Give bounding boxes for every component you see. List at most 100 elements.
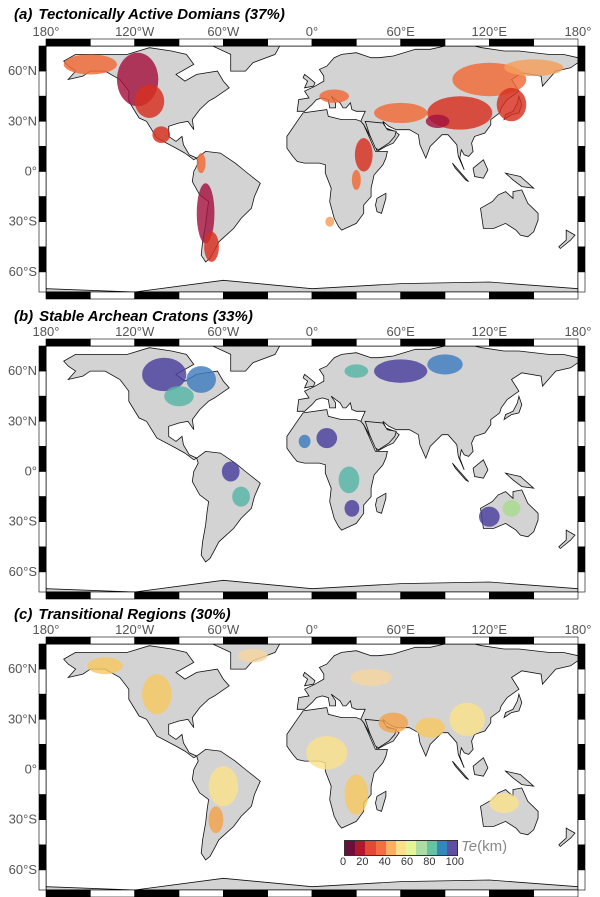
longitude-label: 0° [306, 326, 318, 339]
te-domain-patch [63, 54, 117, 75]
colorbar-swatch [426, 841, 437, 855]
te-domain-patch [164, 386, 194, 407]
border-segment-right [577, 869, 586, 891]
border-segment-bottom [223, 889, 268, 897]
border-segment-top [134, 636, 180, 645]
colorbar-swatch [406, 841, 417, 855]
colorbar-unit: Te(km) [461, 838, 507, 855]
colorbar-swatch [395, 841, 407, 855]
landmass-madagascar [375, 492, 387, 514]
border-segment-top [533, 636, 579, 645]
border-segment-bottom [533, 889, 579, 897]
latitude-label: 30°N [8, 711, 37, 726]
border-segment-right [577, 643, 586, 670]
border-segment-right [577, 196, 586, 223]
longitude-label: 60°W [207, 624, 240, 637]
landmass-new-zealand [558, 229, 576, 250]
panel-a-letter: (a) [14, 6, 33, 23]
landmass-arabia-detail [364, 420, 397, 451]
longitude-label: 180° [33, 26, 60, 39]
border-segment-bottom [45, 889, 91, 897]
latitude-label: 60°N [8, 363, 37, 378]
border-segment-left [38, 819, 47, 846]
border-segment-top [356, 38, 401, 47]
latitude-label: 30°S [9, 812, 38, 827]
te-domain-patch [196, 153, 206, 174]
border-segment-top [90, 38, 135, 47]
panel-c-title: (c) Transitional Regions (30%) [14, 606, 231, 623]
border-segment-top [489, 636, 534, 645]
panel-b-title-text: Stable Archean Cratons (33%) [39, 308, 253, 325]
landmass-antarctica [46, 279, 578, 292]
longitude-label: 120°W [115, 326, 155, 339]
border-segment-right [577, 271, 586, 293]
te-domain-patch [306, 736, 348, 770]
latitude-label: 60°S [9, 862, 38, 877]
te-domain-patch [489, 792, 519, 814]
border-segment-bottom [267, 291, 313, 300]
landmass-greenland [211, 346, 281, 372]
latitude-label: 60°S [9, 264, 38, 279]
latitude-label: 30°S [9, 214, 38, 229]
border-segment-bottom [178, 889, 224, 897]
colorbar-swatch [365, 841, 376, 855]
longitude-label: 120°E [472, 26, 508, 39]
te-colorbar-legend: Te(km) 0 20 40 60 80 100 [340, 838, 514, 870]
panel-a-title-text: Tectonically Active Domians (37%) [38, 6, 285, 23]
border-segment-top [444, 636, 490, 645]
landmass-madagascar [375, 790, 387, 812]
border-segment-top [311, 338, 357, 347]
landmass-eurasia [296, 346, 578, 470]
map-a: 180° 120°W 60°W 0° 60°E 120°E 180° 60°N 30°N 0° 30… [8, 26, 591, 300]
te-domain-patch [325, 216, 335, 227]
longitude-label: 180° [33, 326, 60, 339]
border-segment-bottom [311, 889, 357, 897]
border-segment-right [577, 171, 586, 197]
border-segment-bottom [134, 889, 180, 897]
border-segment-right [577, 719, 586, 745]
border-segment-top [311, 636, 357, 645]
landmass-japan [503, 394, 523, 421]
te-domain-patch [374, 359, 428, 383]
border-segment-top [489, 338, 534, 347]
te-domain-patch [354, 138, 373, 172]
longitude-label: 0° [306, 26, 318, 39]
border-segment-left [38, 869, 47, 891]
border-segment-bottom [267, 889, 313, 897]
longitude-label: 180° [33, 624, 60, 637]
border-segment-left [38, 719, 47, 745]
border-segment-right [577, 395, 586, 422]
landmass-antarctica [46, 877, 578, 890]
landmass-new-zealand [558, 827, 576, 848]
border-segment-top [489, 38, 534, 47]
latitude-label: 60°S [9, 564, 38, 579]
colorbar-tick-label: 80 [423, 856, 436, 868]
border-segment-bottom [90, 591, 135, 600]
border-segment-right [577, 496, 586, 523]
latitude-label: 30°S [9, 514, 38, 529]
landmass-japan [503, 692, 523, 719]
longitude-label: 120°W [115, 26, 155, 39]
border-segment-top [90, 338, 135, 347]
border-segment-left [38, 121, 47, 147]
te-domain-patch [204, 231, 219, 262]
border-segment-left [38, 146, 47, 172]
landmass-arabia-detail [364, 120, 397, 151]
longitude-label: 180° [565, 326, 592, 339]
te-domain-patch [427, 354, 463, 375]
border-segment-right [577, 521, 586, 548]
border-segment-top [356, 636, 401, 645]
colorbar-tick-label: 0 [340, 856, 347, 868]
border-segment-top [45, 338, 91, 347]
border-segment-right [577, 121, 586, 147]
border-segment-left [38, 769, 47, 795]
te-domain-patch [344, 774, 369, 815]
landmass-uk [302, 671, 316, 687]
border-segment-top [134, 38, 180, 47]
latitude-label: 0° [25, 762, 37, 777]
border-segment-top [400, 338, 446, 347]
landmass-africa [286, 409, 388, 531]
landmass-antarctica [46, 579, 578, 592]
landmass-greenland [211, 46, 281, 72]
border-segment-left [38, 668, 47, 695]
